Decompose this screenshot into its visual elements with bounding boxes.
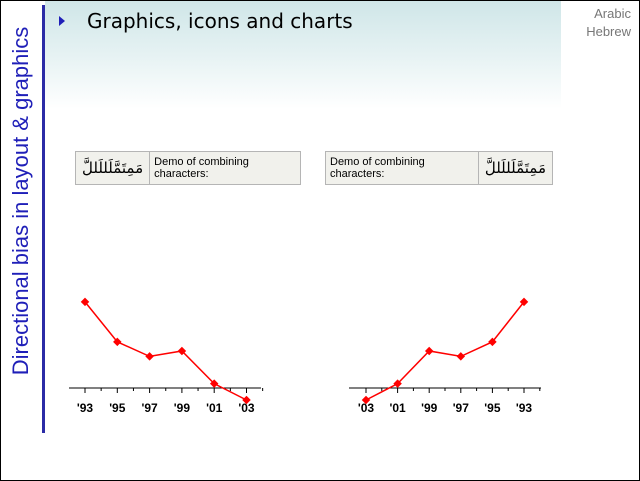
line-chart-rtl: '03 '01 '99 '97 '95 '93 xyxy=(349,297,541,415)
header-gradient xyxy=(45,1,561,109)
x-tick-label: '99 xyxy=(421,401,438,415)
demo-label: Demo of combining characters: xyxy=(326,152,478,184)
slide-heading: Graphics, icons and charts xyxy=(87,9,353,33)
arabic-sample-text: مَمِتَمَّلَللَللَّ xyxy=(484,159,546,177)
arabic-sample-text: مَمِتَمَّلَللَللَّ xyxy=(82,159,144,177)
x-tick-label: '95 xyxy=(484,401,501,415)
data-point xyxy=(145,352,154,361)
language-arabic: Arabic xyxy=(594,6,631,21)
series-line xyxy=(365,301,525,401)
demo-box-right: Demo of combining characters: مَمِتَمَّل… xyxy=(325,151,553,185)
data-point xyxy=(242,395,251,405)
data-point xyxy=(361,395,371,405)
language-list: Arabic Hebrew xyxy=(586,5,631,41)
x-tick-label: '03 xyxy=(238,401,255,415)
data-point xyxy=(456,352,466,361)
language-hebrew: Hebrew xyxy=(586,24,631,39)
data-point xyxy=(113,337,122,347)
arabic-sample: مَمِتَمَّلَللَللَّ xyxy=(477,152,552,184)
x-tick-label: '93 xyxy=(516,401,533,415)
x-tick-label: '93 xyxy=(77,401,94,415)
x-tick-label: '97 xyxy=(141,401,158,415)
line-chart-ltr: '93 '95 '97 '99 '01 '03 xyxy=(69,297,264,415)
x-tick-label: '01 xyxy=(206,401,223,415)
x-tick-label: '97 xyxy=(453,401,470,415)
x-tick-label: '03 xyxy=(358,401,375,415)
title-divider xyxy=(42,5,45,433)
bullet-arrow-icon xyxy=(59,16,65,26)
demo-label: Demo of combining characters: xyxy=(150,152,300,184)
side-title-area: Directional bias in layout & graphics xyxy=(1,1,41,433)
data-point xyxy=(177,346,187,356)
side-title: Directional bias in layout & graphics xyxy=(8,26,33,376)
x-tick-label: '99 xyxy=(174,401,191,415)
arabic-sample: مَمِتَمَّلَللَللَّ xyxy=(76,152,151,184)
demo-box-left: مَمِتَمَّلَللَللَّ Demo of combining cha… xyxy=(75,151,301,185)
demo-label-text: Demo of combining characters: xyxy=(154,156,249,180)
data-point xyxy=(424,346,434,356)
data-point xyxy=(488,337,497,347)
x-tick-label: '01 xyxy=(389,401,406,415)
x-tick-label: '95 xyxy=(109,401,126,415)
series-line xyxy=(84,301,247,401)
demo-label-text: Demo of combining characters: xyxy=(330,156,425,180)
